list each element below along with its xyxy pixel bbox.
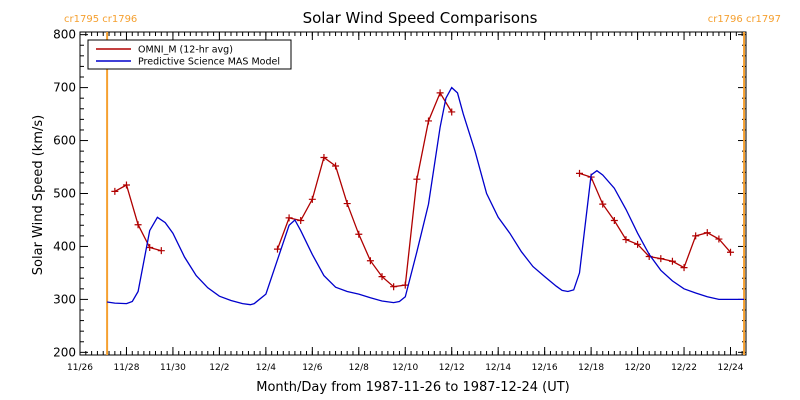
x-tick-label: 12/4 xyxy=(256,363,276,373)
x-tick-label: 12/16 xyxy=(532,363,558,373)
data-point xyxy=(122,181,130,189)
series-line xyxy=(107,86,745,306)
data-point xyxy=(308,195,316,203)
plot-frame xyxy=(79,31,747,356)
chart-title: Solar Wind Speed Comparisons xyxy=(303,9,538,27)
data-point xyxy=(715,235,723,243)
data-point xyxy=(378,273,386,281)
x-tick-label: 12/22 xyxy=(671,363,697,373)
data-point xyxy=(727,248,735,256)
y-axis-label: Solar Wind Speed (km/s) xyxy=(31,115,46,275)
x-tick-label: 11/28 xyxy=(113,363,139,373)
data-point xyxy=(680,264,688,272)
data-point xyxy=(134,221,142,229)
legend-box xyxy=(87,39,292,70)
rotation-markers-layer: cr1795 cr1796 cr1796 cr1797 xyxy=(64,14,781,355)
data-point xyxy=(355,230,363,238)
data-point xyxy=(157,247,165,255)
x-tick-label: 12/14 xyxy=(485,363,511,373)
y-tick-label: 700 xyxy=(53,81,76,95)
y-tick-label: 800 xyxy=(53,28,76,42)
data-point xyxy=(657,255,665,263)
x-tick-label: 12/10 xyxy=(392,363,418,373)
y-tick-label: 300 xyxy=(53,292,76,306)
y-tick-label: 200 xyxy=(53,345,76,359)
data-point xyxy=(146,244,154,252)
data-point xyxy=(703,229,711,237)
data-point xyxy=(343,200,351,208)
legend-label: OMNI_M (12-hr avg) xyxy=(138,45,233,56)
data-point xyxy=(436,89,444,97)
data-point xyxy=(413,175,421,183)
series-line xyxy=(276,91,453,288)
x-tick-label: 12/18 xyxy=(578,363,604,373)
legend: OMNI_M (12-hr avg)Predictive Science MAS… xyxy=(87,39,292,70)
y-tick-label: 600 xyxy=(53,134,76,148)
series-line xyxy=(579,172,731,269)
x-axis-label: Month/Day from 1987-11-26 to 1987-12-24 … xyxy=(256,380,569,395)
data-point xyxy=(401,281,409,289)
data-point xyxy=(668,257,676,265)
data-point xyxy=(576,169,583,177)
data-point xyxy=(332,162,340,170)
data-point xyxy=(692,232,700,240)
series-line xyxy=(114,184,162,252)
rotation-marker-label: cr1796 cr1797 xyxy=(708,14,781,25)
data-point xyxy=(599,200,607,208)
series-mas-model xyxy=(107,86,745,306)
x-tick-label: 12/24 xyxy=(718,363,744,373)
x-tick-label: 12/20 xyxy=(625,363,651,373)
x-tick-label: 12/8 xyxy=(349,363,369,373)
rotation-marker-label: cr1795 cr1796 xyxy=(64,14,137,25)
series-omni xyxy=(111,89,735,291)
axes-layer: 200 300 400 500 600 700 800 11/26 11/28 11/30 12/2… xyxy=(53,28,746,373)
x-tick-label: 12/6 xyxy=(302,363,322,373)
series-layer xyxy=(107,86,745,306)
data-point xyxy=(610,217,618,225)
data-point xyxy=(366,257,374,265)
data-point xyxy=(634,240,642,248)
x-tick-label: 12/12 xyxy=(439,363,465,373)
data-point xyxy=(297,217,305,225)
y-tick-label: 400 xyxy=(53,239,76,253)
data-point xyxy=(424,117,432,125)
y-tick-label: 500 xyxy=(53,187,76,201)
data-point xyxy=(390,283,398,291)
x-tick-label: 11/26 xyxy=(67,363,93,373)
x-tick-label: 12/2 xyxy=(209,363,229,373)
data-point xyxy=(622,236,630,244)
data-point xyxy=(273,245,281,253)
data-point xyxy=(111,187,119,195)
legend-label: Predictive Science MAS Model xyxy=(138,57,280,68)
x-tick-label: 11/30 xyxy=(160,363,186,373)
data-point xyxy=(285,214,293,222)
data-point xyxy=(448,108,456,116)
data-point xyxy=(320,153,328,161)
